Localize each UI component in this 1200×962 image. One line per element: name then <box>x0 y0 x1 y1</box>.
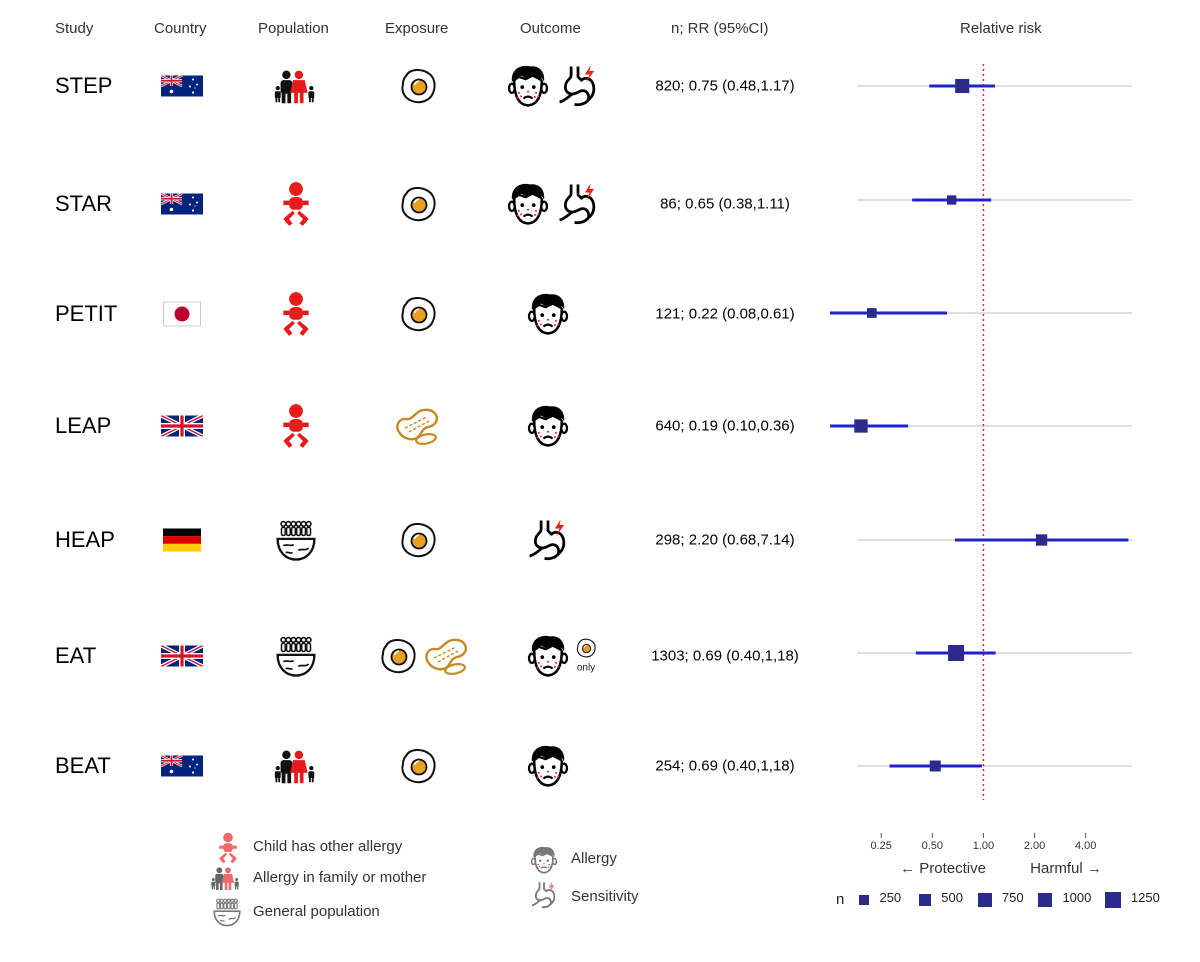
egg-icon <box>398 294 438 334</box>
header-study: Study <box>55 20 94 37</box>
header-population: Population <box>258 20 329 37</box>
australia-flag-icon <box>161 75 203 97</box>
study-name: STAR <box>55 191 113 216</box>
allergy-face-icon <box>505 181 551 227</box>
egg-only-note: only <box>576 662 596 674</box>
study-name: EAT <box>55 643 97 668</box>
size-legend-title: n <box>836 891 845 908</box>
uk-flag-icon <box>161 415 203 437</box>
allergy-face-icon <box>505 63 551 109</box>
australia-flag-icon <box>161 755 203 777</box>
point-estimate <box>955 78 970 94</box>
size-legend-label: 750 <box>1001 890 1024 905</box>
size-legend-label: 250 <box>879 890 902 905</box>
estimate-label: 298; 2.20 (0.68,7.14) <box>655 531 795 549</box>
legend-general-population: General population <box>253 903 380 920</box>
estimate-label: 640; 0.19 (0.10,0.36) <box>655 417 795 435</box>
general-population-icon <box>273 633 319 679</box>
point-estimate <box>929 760 941 772</box>
estimate-label: 254; 0.69 (0.40,1,18) <box>655 757 795 775</box>
size-legend-square <box>978 893 992 907</box>
allergy-face-icon <box>525 403 571 449</box>
point-estimate <box>947 195 957 205</box>
x-tick-label: 2.00 <box>1024 840 1045 852</box>
estimate-label: 1303; 0.69 (0.40,1,18) <box>651 647 799 665</box>
size-legend-square <box>1105 892 1121 908</box>
size-legend-label: 1250 <box>1130 890 1160 905</box>
peanut-icon <box>393 406 443 446</box>
header-estimate: n; RR (95%CI) <box>671 20 769 37</box>
child-other-allergy-icon <box>273 181 319 227</box>
uk-flag-icon <box>161 645 203 667</box>
estimate-label: 121; 0.22 (0.08,0.61) <box>655 305 795 323</box>
study-name: HEAP <box>55 527 115 552</box>
general-population-icon <box>211 896 243 928</box>
legend-allergy: Allergy <box>571 850 617 867</box>
allergy-face-icon <box>525 291 571 337</box>
egg-icon <box>398 746 438 786</box>
sensitivity-stomach-icon <box>525 517 571 563</box>
allergy-face-icon <box>525 743 571 789</box>
x-tick-label: 0.50 <box>922 840 943 852</box>
child-other-allergy-icon <box>212 832 244 864</box>
size-legend-square <box>1037 892 1053 908</box>
study-name: LEAP <box>55 413 112 438</box>
size-legend-square <box>918 893 932 907</box>
size-legend-label: 500 <box>941 890 963 905</box>
header-exposure: Exposure <box>385 20 449 37</box>
japan-flag-icon <box>163 301 201 327</box>
header-country: Country <box>154 20 207 37</box>
egg-icon <box>398 184 438 224</box>
sensitivity-stomach-icon <box>529 880 559 910</box>
allergy-in-family-icon <box>273 66 319 105</box>
study-name: BEAT <box>55 753 111 778</box>
study-name: STEP <box>55 73 113 98</box>
point-estimate <box>854 419 868 433</box>
germany-flag-icon <box>163 528 201 552</box>
x-tick-label: 1.00 <box>973 840 994 852</box>
egg-icon <box>378 636 418 676</box>
x-tick-label: 4.00 <box>1075 840 1096 852</box>
estimate-label: 86; 0.65 (0.38,1.11) <box>660 195 790 213</box>
allergy-in-family-icon <box>273 746 319 785</box>
header-outcome: Outcome <box>520 20 581 37</box>
egg-icon <box>398 66 438 106</box>
study-name: PETIT <box>55 301 118 326</box>
legend-sensitivity: Sensitivity <box>571 888 639 905</box>
header-relative-risk: Relative risk <box>960 20 1042 37</box>
point-estimate <box>866 308 877 318</box>
sensitivity-stomach-icon <box>555 181 601 227</box>
legend-child-other-allergy: Child has other allergy <box>253 838 403 855</box>
sensitivity-stomach-icon <box>555 63 601 109</box>
legend-allergy-in-family: Allergy in family or mother <box>253 869 427 886</box>
allergy-face-icon <box>529 845 559 875</box>
size-legend-label: 1000 <box>1062 890 1092 905</box>
sensitivity-egg-only-icon <box>575 637 597 659</box>
estimate-label: 820; 0.75 (0.48,1.17) <box>655 77 795 95</box>
child-other-allergy-icon <box>273 291 319 337</box>
x-tick-label: 0.25 <box>871 840 892 852</box>
allergy-face-icon <box>525 633 571 679</box>
size-legend-square <box>858 894 870 906</box>
peanut-icon <box>422 636 472 676</box>
general-population-icon <box>273 517 319 563</box>
protective-label: ← Protective <box>900 860 986 877</box>
egg-icon <box>398 520 438 560</box>
forest-plot: 0.25 0.50 1.00 2.00 4.00 ← Protective Harmful … <box>830 64 1132 877</box>
australia-flag-icon <box>161 193 203 215</box>
allergy-in-family-icon <box>210 864 242 891</box>
point-estimate <box>1035 534 1048 546</box>
point-estimate <box>948 645 965 661</box>
harmful-label: Harmful → <box>1030 860 1102 877</box>
child-other-allergy-icon <box>273 403 319 449</box>
